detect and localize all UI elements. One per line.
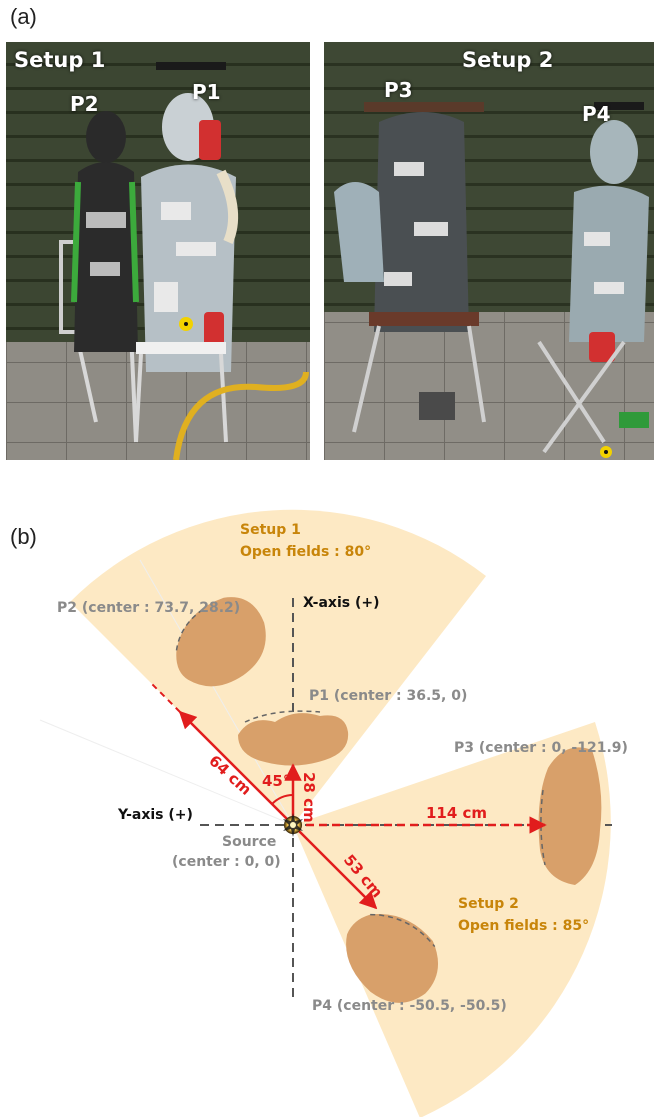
p4-photo-tag: P4 <box>582 102 611 126</box>
p2-photo-tag: P2 <box>70 92 99 116</box>
p1-photo-tag: P1 <box>192 80 221 104</box>
photo-setup1 <box>6 42 310 460</box>
phantom-p4 <box>346 913 439 1003</box>
setup2-photo-title: Setup 2 <box>462 48 554 72</box>
setup1-fields: Open fields : 80° <box>240 544 371 560</box>
angle-label: 45° <box>262 772 290 790</box>
panel-a-label: (a) <box>10 4 37 29</box>
p3-photo-tag: P3 <box>384 78 413 102</box>
p1-label: P1 (center : 36.5, 0) <box>309 688 467 704</box>
panel-b-label: (b) <box>10 524 37 549</box>
setup1-photo-title: Setup 1 <box>14 48 106 72</box>
arrow-p2-extension <box>149 681 181 713</box>
setup1-field-wedge <box>70 509 486 825</box>
phantom-p2 <box>175 597 266 687</box>
x-axis-label: X-axis (+) <box>303 595 379 611</box>
setup2-title: Setup 2 <box>458 896 519 912</box>
angle-arc <box>271 794 294 805</box>
geometry-diagram: Setup 1 Open fields : 80° X-axis (+) P2 … <box>39 509 628 1117</box>
phantom-p3 <box>538 747 602 885</box>
p3-label: P3 (center : 0, -121.9) <box>454 740 628 756</box>
p2-label: P2 (center : 73.7, 28.2) <box>57 600 240 616</box>
setup2-fields: Open fields : 85° <box>458 918 589 934</box>
source-center-label: (center : 0, 0) <box>172 854 281 870</box>
y-axis-label: Y-axis (+) <box>117 807 193 823</box>
arrow-p4 <box>292 824 378 910</box>
phantom-p1 <box>238 710 349 766</box>
setup1-title: Setup 1 <box>240 522 301 538</box>
distance-p3: 114 cm <box>426 804 487 822</box>
source-label: Source <box>222 834 276 850</box>
p4-label: P4 (center : -50.5, -50.5) <box>312 998 507 1014</box>
distance-p1: 28 cm <box>300 772 318 823</box>
photo-setup2 <box>324 42 654 460</box>
arrow-p2 <box>178 710 294 826</box>
source-icon <box>283 813 303 837</box>
